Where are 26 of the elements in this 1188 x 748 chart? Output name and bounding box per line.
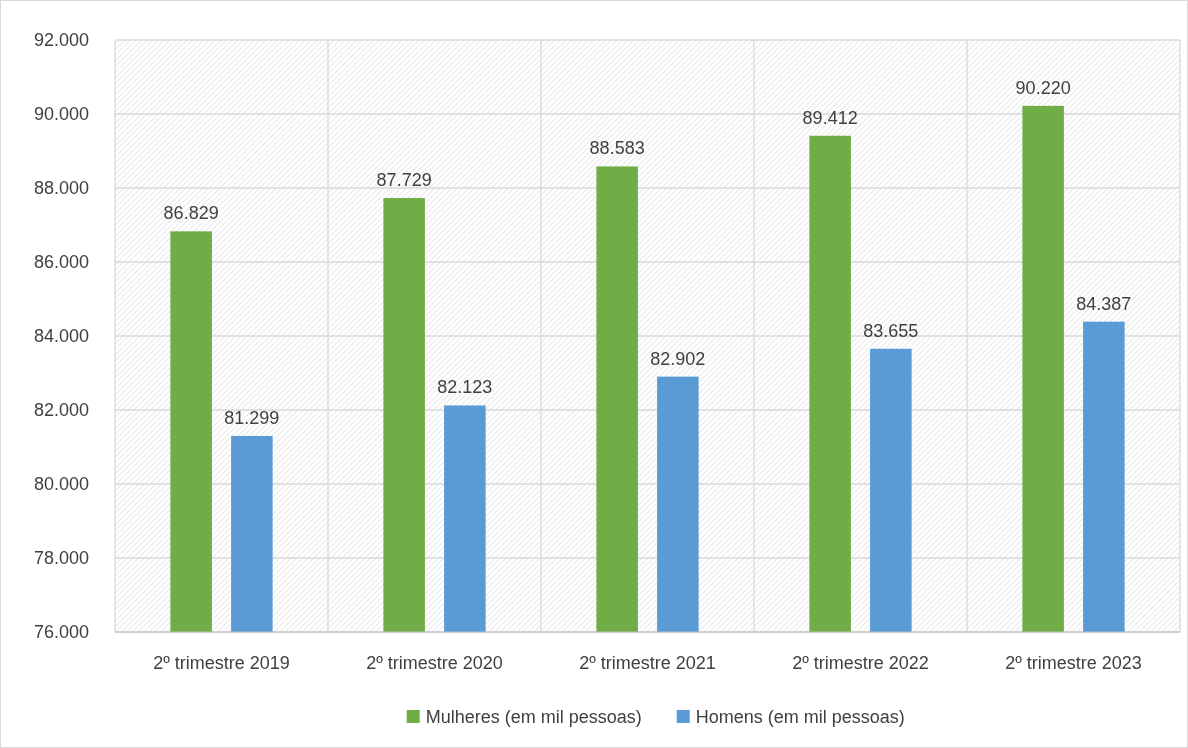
- y-tick-label: 86.000: [33, 252, 89, 273]
- data-label: 87.729: [376, 170, 432, 191]
- data-label: 89.412: [802, 107, 858, 128]
- data-label: 83.655: [863, 320, 919, 341]
- data-label: 81.299: [224, 407, 280, 428]
- legend-label: Mulheres (em mil pessoas): [425, 707, 642, 728]
- x-tick-label: 2º trimestre 2021: [579, 653, 716, 673]
- x-tick-label: 2º trimestre 2023: [1005, 653, 1142, 673]
- data-label: 90.220: [1015, 77, 1071, 98]
- x-tick-label: 2º trimestre 2019: [153, 653, 290, 673]
- y-tick-label: 78.000: [33, 548, 89, 569]
- x-tick-label: 2º trimestre 2022: [792, 653, 929, 673]
- y-tick-label: 90.000: [33, 104, 89, 125]
- y-tick-label: 84.000: [33, 326, 89, 347]
- data-label: 86.829: [163, 203, 219, 224]
- data-label: 82.123: [437, 377, 493, 398]
- legend-label: Homens (em mil pessoas): [695, 707, 905, 728]
- y-tick-label: 88.000: [33, 178, 89, 199]
- y-tick-label: 82.000: [33, 400, 89, 421]
- data-label: 82.902: [650, 348, 706, 369]
- y-tick-label: 80.000: [33, 474, 89, 495]
- y-tick-label: 92.000: [33, 30, 89, 51]
- x-tick-label: 2º trimestre 2020: [366, 653, 503, 673]
- y-tick-label: 76.000: [33, 622, 89, 643]
- data-label: 84.387: [1076, 293, 1132, 314]
- data-label: 88.583: [589, 138, 645, 159]
